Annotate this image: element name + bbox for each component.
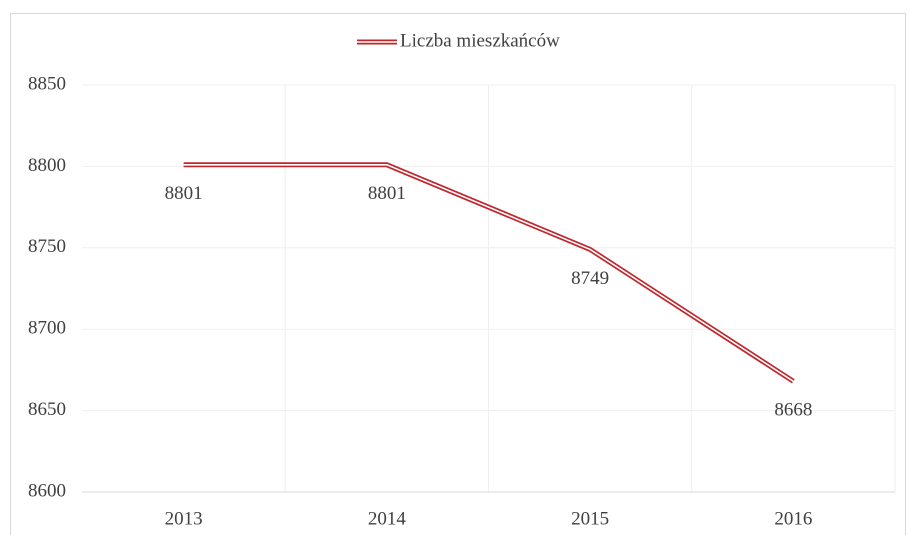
x-tick-label: 2015 [571, 508, 609, 529]
legend-label: Liczba mieszkańców [400, 30, 560, 51]
x-tick-label: 2014 [368, 508, 407, 529]
y-tick-label: 8650 [28, 399, 66, 420]
y-tick-label: 8600 [28, 480, 66, 501]
line-inner [183, 163, 794, 382]
y-tick-label: 8700 [28, 318, 66, 339]
y-tick-label: 8800 [28, 155, 66, 176]
data-label: 8668 [774, 400, 812, 421]
data-label: 8801 [368, 183, 406, 204]
data-label: 8801 [165, 183, 203, 204]
x-tick-label: 2013 [165, 508, 203, 529]
y-tick-label: 8750 [28, 236, 66, 257]
data-label: 8749 [571, 268, 609, 289]
x-tick-label: 2016 [774, 508, 812, 529]
chart-frame [10, 13, 906, 535]
y-tick-label: 8850 [28, 73, 66, 94]
